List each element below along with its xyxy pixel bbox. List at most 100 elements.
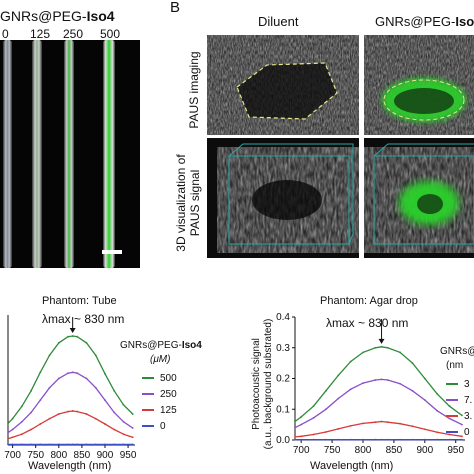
chart1-legend-item: 125	[142, 402, 177, 418]
scale-bar	[102, 250, 122, 254]
chart1-series-0-point	[11, 417, 14, 420]
concentration-label-500: 500	[100, 27, 121, 41]
chart2-series-0-point	[294, 420, 296, 423]
chart2-series-0-point	[325, 389, 327, 392]
chart1-series-3-point	[85, 443, 88, 446]
chart1-annotation: λmax ~ 830 nm	[42, 312, 125, 326]
chart2-series-0-point	[380, 345, 383, 348]
chart2-y-tick-label: 0.3	[276, 343, 290, 354]
concentration-label-0: 0	[2, 27, 9, 41]
chart2-x-tick-label: 800	[355, 445, 372, 456]
chart2-series-2-point	[411, 425, 414, 428]
chart1-legend-swatch	[142, 377, 154, 379]
chart2-legend-swatch	[446, 383, 458, 385]
chart1-series-2-point	[39, 423, 42, 425]
chart1-series-3-point	[20, 443, 23, 446]
chart2-svg: 700 750 800 850 900 950 0.0 0.1 0.2 0.3 0.4	[276, 312, 465, 456]
panel-a-title: GNRs@PEG-Iso4	[0, 8, 115, 24]
chart2-series-2-line	[294, 420, 462, 438]
chart2-legend-item: 3.	[446, 408, 472, 424]
chart1-series-2-point	[48, 417, 51, 420]
chart2-series-3-point	[461, 438, 463, 441]
chart1-series-3-point	[71, 443, 74, 446]
chart1-x-tick-label: 700	[4, 450, 21, 461]
chart2-series-2-point	[448, 433, 451, 436]
chart2-series-3-point	[362, 438, 364, 441]
chart1-series-2-point	[71, 410, 74, 412]
panel-b-label: B	[170, 0, 181, 16]
chart1-series-2-point	[20, 433, 23, 436]
chart1-series-3-point	[104, 443, 106, 446]
chart2-series-3-point	[325, 438, 327, 441]
chart1-series-0-point	[30, 389, 32, 392]
chart2-annotation: λmax ~ 830 nm	[326, 316, 409, 330]
chart1-legend: 500 250 125 0	[142, 370, 177, 434]
chart1-series-3-point	[48, 443, 51, 446]
chart2-series-0-point	[349, 360, 352, 363]
chart2-y-tick-label: 0.2	[276, 374, 290, 385]
chart1-plot: 700 750 800 850 900 950	[4, 315, 137, 461]
chart2-series-1-point	[362, 382, 364, 385]
chart2-legend-item: 3	[446, 376, 472, 392]
chart2-series-2-point	[300, 435, 303, 438]
row-label-paus: PAUS imaging	[187, 51, 201, 129]
chart1-series-0-point	[122, 403, 125, 406]
chart1-series-2-point	[7, 437, 9, 440]
chart2-series-3-point	[374, 438, 377, 441]
chart2-series-0-point	[399, 351, 401, 354]
chart1-series-2-point	[57, 413, 60, 415]
chart1-series-1-point	[39, 399, 42, 402]
chart1-series-2-point	[67, 410, 69, 413]
tube-0	[3, 40, 12, 268]
paus-gnrs-drawing	[364, 35, 474, 135]
chart1-series-2-point	[85, 413, 88, 415]
chart2-series-3-point	[349, 438, 352, 441]
paus-image-gnrs	[364, 35, 474, 135]
chart2-legend-swatch	[446, 399, 458, 401]
chart1-series-3-point	[57, 443, 60, 446]
chart2-y-tick-label: 0.0	[276, 435, 290, 446]
chart1-series-0-point	[39, 371, 42, 374]
chart1-x-tick-label: 750	[27, 450, 44, 461]
chart1-series-1-point	[85, 377, 88, 380]
chart1-series-1-point	[67, 372, 69, 375]
chart2-legend-item: 7.	[446, 392, 472, 408]
chart2-series-2-point	[399, 422, 401, 425]
chart2-series-2-point	[294, 436, 296, 438]
chart1-x-tick-label: 950	[120, 450, 137, 461]
chart1-annotation-arrowhead	[69, 328, 76, 334]
row-label-3d: 3D visualization of PAUS signal	[174, 154, 202, 252]
chart2-x-tick-label: 700	[293, 445, 310, 456]
chart1-series-1-point	[7, 431, 9, 434]
chart2-series-1-point	[399, 382, 401, 385]
chart2-series-1-point	[423, 399, 426, 401]
chart2-series-2-point	[461, 435, 463, 438]
chart2-series-1-point	[380, 378, 383, 381]
chart1-series-0-point	[71, 335, 74, 337]
tube-500	[103, 40, 115, 268]
chart1-legend-label: 0	[160, 420, 166, 432]
chart1-series-3-point	[122, 443, 125, 446]
chart1-series-0-point	[76, 335, 79, 338]
chart2-series-3-point	[294, 438, 296, 441]
chart1-series-1-point	[113, 411, 116, 414]
chart2-annotation-arrowhead	[378, 338, 385, 344]
chart2-legend-title: GNRs@P	[440, 346, 474, 357]
chart1-series-2-point	[131, 436, 134, 439]
chart2-y-tick-label: 0.1	[276, 404, 290, 415]
concentration-label-125: 125	[30, 27, 51, 41]
chart1-series-3-point	[11, 443, 14, 446]
chart2-series-2-point	[436, 431, 439, 434]
chart1-series-2-point	[104, 423, 106, 425]
chart1-x-tick-label: 850	[74, 450, 91, 461]
chart2-series-0-point	[374, 346, 377, 349]
chart1-series-0-point	[7, 422, 9, 425]
chart2-legend-swatch	[446, 431, 458, 433]
chart2-y-tick-label: 0.4	[276, 312, 290, 323]
chart2-series-0-point	[448, 405, 451, 408]
paus-diluent-drawing	[207, 35, 359, 135]
concentration-label-250: 250	[63, 27, 84, 41]
chart2-plot: 700 750 800 850 900 950 0.0 0.1 0.2 0.3 0.4	[276, 312, 465, 456]
chart2-series-2-point	[362, 422, 364, 425]
chart2-series-2-point	[325, 431, 327, 433]
